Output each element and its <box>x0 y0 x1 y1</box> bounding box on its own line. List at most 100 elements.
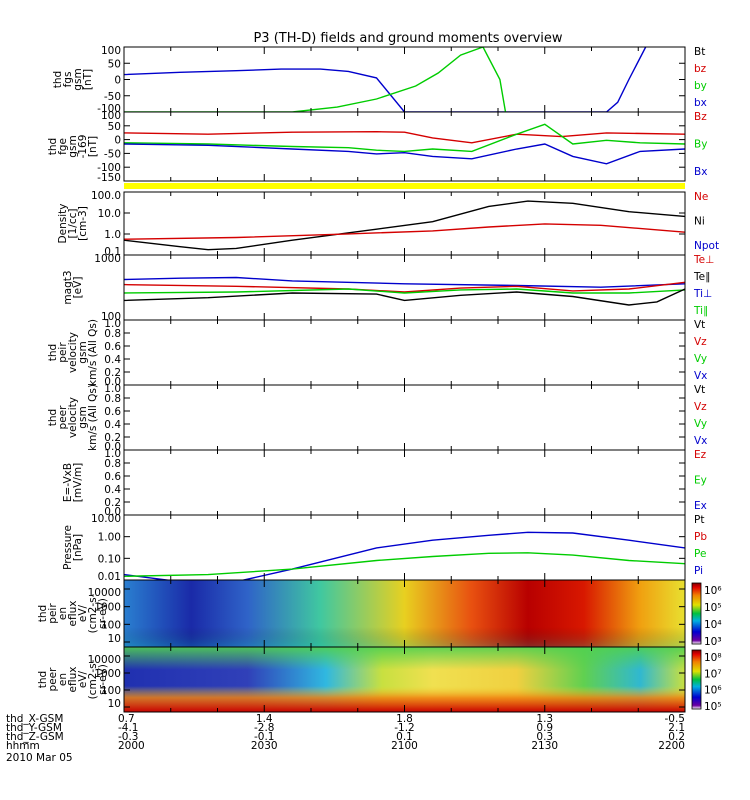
panel-peer-legend-2: Vy <box>694 418 707 430</box>
spectrogram-peer_en-ylabel: (cm2-s- <box>87 659 99 699</box>
plot-date: 2010 Mar 05 <box>6 752 73 764</box>
panel-peir-ylabel: thd <box>47 344 59 361</box>
panel-density-series-Ni <box>124 200 685 251</box>
panel-pressure-legend-3: Pi <box>694 565 703 577</box>
orbit-row-label: hhmm <box>6 740 40 752</box>
spectrogram-peir_en-ytick-label: 100 <box>101 619 121 631</box>
spectrogram-peir_en-ytick-label: 10 <box>108 633 121 645</box>
panel-fgs-ytick-label: -100 <box>97 103 121 115</box>
panel-fgs-legend-3: bx <box>694 97 707 109</box>
panel-density-ylabel: [cm-3] <box>77 206 89 241</box>
panel-fgs-ytick-label: 0 <box>114 75 121 87</box>
orbit-row-value: -4.1 <box>118 722 139 734</box>
panel-density-ytick-label: 100.0 <box>91 190 121 202</box>
panel-fgs-ylabel: thd <box>52 71 64 88</box>
panel-peir-ytick-label: 0.4 <box>104 354 121 366</box>
panel-fge-frame <box>123 111 686 182</box>
panel-fge-series-Bz <box>124 130 685 144</box>
panel-pressure-series-Pi <box>124 531 685 580</box>
orbit-row-value: 2.1 <box>668 722 685 734</box>
orbit-row-value: 1.8 <box>396 713 413 725</box>
panel-peer-frame <box>123 384 686 451</box>
spectrogram-peir_en-image-shade <box>124 580 685 647</box>
panel-fge-ylabel: [nT] <box>87 136 99 157</box>
panel-peir-legend-3: Vx <box>694 370 707 382</box>
panel-magt3-series-Ti∥ <box>124 288 685 294</box>
panel-fge-ytick-label: 0 <box>114 135 121 147</box>
panel-efield-ytick-label: 1.0 <box>104 448 121 460</box>
panel-pressure-legend-0: Pt <box>694 514 704 526</box>
spectrogram-peer_en-ytick-label: 10000 <box>88 654 121 666</box>
spectrogram-peer_en-ylabel: thd <box>37 671 49 688</box>
panel-peer-ylabel: km/s (All Qs) <box>87 384 99 451</box>
spectrogram-peir_en-ylabel: thd <box>37 605 49 622</box>
orbit-row-value: -1.2 <box>394 722 415 734</box>
panel-pressure-ylabel: [nPa] <box>72 534 84 561</box>
spectrogram-peer_en-image-high <box>124 647 685 712</box>
panel-efield-legend-2: Ex <box>694 500 707 512</box>
panel-magt3-series-Ti⊥ <box>124 276 685 288</box>
panel-density-ytick-label: 1.0 <box>104 229 121 241</box>
panel-fgs-legend-2: by <box>694 80 707 92</box>
orbit-row-value: 2100 <box>391 740 418 752</box>
panel-efield-frame <box>123 449 686 516</box>
panel-pressure-legend-1: Pb <box>694 531 707 543</box>
spectrogram-peir_en-ytick-label: 1000 <box>94 602 121 614</box>
panel-pressure-ytick-label: 0.01 <box>98 571 121 583</box>
panel-peir-ytick-label: 0.0 <box>104 376 121 388</box>
orbit-row-value: 2000 <box>118 740 145 752</box>
panel-efield-ytick-label: 0.4 <box>104 484 121 496</box>
spectrogram-peer_en-ylabel: sr-eV) <box>97 664 109 695</box>
panel-efield-legend-0: Ez <box>694 449 707 461</box>
panel-fge-series-Bx <box>124 143 685 165</box>
spectrogram-peir_en-colorbar <box>691 582 702 645</box>
panel-peer-ytick-label: 0.0 <box>104 441 121 453</box>
panel-pressure-ytick-label: 0.10 <box>98 553 121 565</box>
spectrogram-peir_en-colorbar-label: 10⁵ <box>704 602 722 614</box>
panel-pressure-ytick-label: 10.00 <box>91 513 121 525</box>
panel-peir-legend-1: Vz <box>694 336 707 348</box>
panel-fgs-ylabel: gsm <box>72 68 84 90</box>
panel-density-legend-1: Ni <box>694 216 705 228</box>
panel-fge-ytick-label: -50 <box>104 148 121 160</box>
panel-peer-ytick-label: 0.6 <box>104 406 121 418</box>
panel-efield-ylabel: [mV/m] <box>72 463 84 502</box>
panel-magt3-legend-0: Te⊥ <box>693 254 714 266</box>
panel-peer-ytick-label: 1.0 <box>104 383 121 395</box>
panel-pressure-ytick-label: 1.00 <box>98 532 121 544</box>
panel-peir-ylabel: peir <box>57 342 69 363</box>
spectrogram-peer_en-ylabel: eV/ <box>77 670 89 688</box>
panel-fgs-legend-0: Bt <box>694 46 705 58</box>
ephemeris-bar <box>124 183 685 189</box>
spectrogram-peir_en-ylabel: sr-eV) <box>97 598 109 629</box>
panel-fgs-series-by <box>124 47 507 112</box>
panel-fgs-frame <box>123 46 686 113</box>
panel-peir-ylabel: gsm <box>77 341 89 363</box>
panel-fgs-ylabel: [nT] <box>82 69 94 90</box>
chart-title: P3 (TH-D) fields and ground moments over… <box>253 31 562 46</box>
panel-magt3-legend-2: Ti⊥ <box>693 288 712 300</box>
orbit-row-value: 0.7 <box>118 713 135 725</box>
panel-magt3-series-Te⊥ <box>124 281 685 293</box>
panel-efield-ytick-label: 0.0 <box>104 506 121 518</box>
spectrogram-peer_en-colorbar-label: 10⁶ <box>704 685 722 697</box>
orbit-row-label: thd_Y-GSM <box>6 722 62 734</box>
panel-magt3-ylabel: [eV] <box>72 277 84 299</box>
spectrogram-peer_en-ylabel: eflux <box>67 667 79 693</box>
panel-magt3-ytick-label: 100 <box>101 311 121 323</box>
panel-peer-legend-0: Vt <box>694 384 705 396</box>
spectrogram-peer_en-ytick-label: 100 <box>101 685 121 697</box>
panel-efield-ytick-label: 0.2 <box>104 497 121 509</box>
spectrogram-peer_en-colorbar <box>691 649 702 710</box>
panel-fgs-ytick-label: 50 <box>108 58 121 70</box>
panel-pressure-legend-2: Pe <box>694 548 706 560</box>
panel-peir-ylabel: km/s (All Qs) <box>87 319 99 386</box>
panel-pressure-frame <box>123 514 686 581</box>
panel-fgs-ylabel: fgs <box>62 72 74 88</box>
panel-efield-ytick-label: 0.6 <box>104 471 121 483</box>
spectrogram-peir_en-ylabel: en <box>57 607 69 620</box>
orbit-row-value: -0.3 <box>118 731 139 743</box>
panel-magt3-ytick-label: 1000 <box>94 253 121 265</box>
orbit-row-value: -2.8 <box>254 722 275 734</box>
